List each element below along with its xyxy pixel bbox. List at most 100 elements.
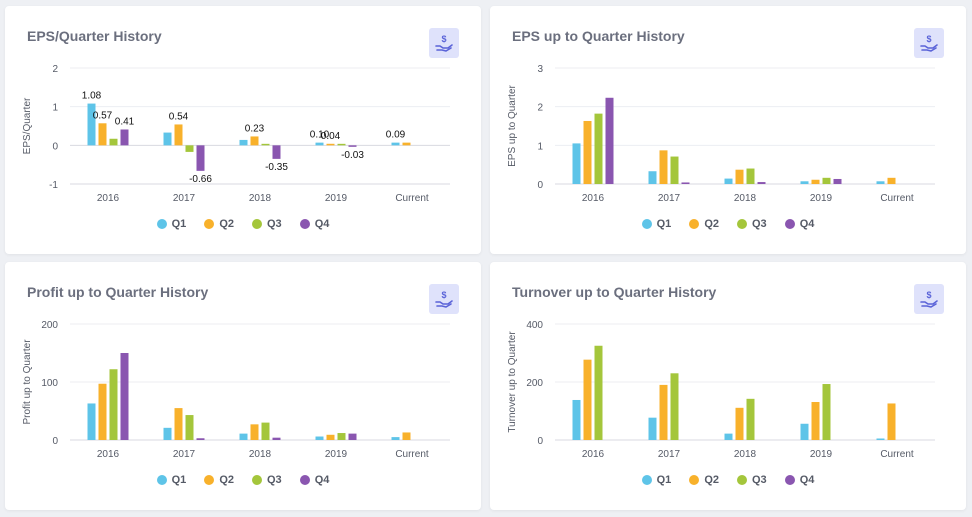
bar[interactable] (337, 433, 346, 440)
bar[interactable] (391, 437, 400, 440)
bar[interactable] (724, 178, 733, 184)
money-hand-icon[interactable]: $ (914, 284, 944, 314)
legend-item[interactable]: Q1 (156, 474, 186, 486)
bar[interactable] (109, 138, 118, 146)
legend-item[interactable]: Q1 (641, 218, 672, 230)
bar[interactable] (681, 182, 690, 184)
legend-item[interactable]: Q4 (299, 474, 329, 486)
bar[interactable] (163, 427, 172, 440)
bar[interactable] (326, 143, 335, 146)
bar[interactable] (402, 142, 411, 146)
bar[interactable] (822, 177, 831, 184)
y-tick-label: 2 (537, 103, 543, 114)
bar[interactable] (822, 384, 831, 440)
bar[interactable] (174, 408, 183, 440)
bar[interactable] (605, 97, 614, 184)
bar[interactable] (120, 353, 129, 440)
bar[interactable] (402, 432, 411, 440)
bar[interactable] (594, 345, 603, 440)
bar[interactable] (174, 124, 183, 146)
bar[interactable] (337, 143, 346, 146)
bar[interactable] (272, 145, 281, 159)
bar[interactable] (326, 434, 335, 440)
bar[interactable] (98, 383, 107, 440)
bar[interactable] (735, 407, 744, 440)
legend-item[interactable]: Q1 (156, 218, 186, 230)
bar[interactable] (876, 181, 885, 184)
bar[interactable] (594, 113, 603, 184)
bar[interactable] (315, 142, 324, 146)
bar[interactable] (648, 171, 657, 184)
bar[interactable] (583, 120, 592, 184)
bar[interactable] (572, 143, 581, 184)
bar[interactable] (98, 123, 107, 146)
bar[interactable] (757, 182, 766, 184)
bar[interactable] (887, 177, 896, 184)
legend-item[interactable]: Q3 (737, 218, 767, 230)
bar[interactable] (876, 438, 885, 441)
bar[interactable] (670, 156, 679, 184)
bar[interactable] (250, 424, 259, 440)
bar[interactable] (670, 373, 679, 440)
legend-item[interactable]: Q3 (252, 218, 282, 230)
money-hand-icon[interactable]: $ (914, 28, 944, 58)
legend-item[interactable]: Q2 (689, 218, 719, 230)
legend-item[interactable]: Q2 (689, 474, 719, 486)
chart-legend: Q1 Q2 Q3 Q4 (490, 218, 966, 230)
legend-item[interactable]: Q4 (784, 218, 814, 230)
bar[interactable] (735, 169, 744, 184)
bar[interactable] (811, 179, 820, 184)
legend-dot (252, 219, 262, 229)
bar[interactable] (724, 433, 733, 440)
bar[interactable] (348, 145, 357, 147)
bar[interactable] (196, 145, 205, 171)
bar[interactable] (391, 142, 400, 146)
card-title: EPS up to Quarter History (512, 28, 685, 44)
legend-item[interactable]: Q3 (737, 474, 767, 486)
bar[interactable] (659, 384, 668, 440)
bar[interactable] (185, 145, 194, 152)
money-hand-icon[interactable]: $ (429, 284, 459, 314)
bar[interactable] (87, 103, 96, 146)
legend-label: Q3 (752, 218, 767, 230)
bar[interactable] (120, 129, 129, 146)
bar[interactable] (833, 178, 842, 184)
data-label: -0.35 (265, 162, 288, 173)
legend-item[interactable]: Q3 (252, 474, 282, 486)
bar[interactable] (887, 403, 896, 440)
bar[interactable] (811, 402, 820, 440)
bar[interactable] (109, 369, 118, 440)
y-tick-label: 1 (537, 141, 543, 152)
legend-label: Q1 (656, 218, 672, 230)
bar[interactable] (315, 436, 324, 440)
bar[interactable] (239, 433, 248, 440)
x-tick-label: Current (395, 193, 429, 204)
legend-item[interactable]: Q4 (784, 474, 814, 486)
bar[interactable] (250, 136, 259, 146)
bar[interactable] (239, 139, 248, 146)
bar[interactable] (196, 438, 205, 440)
bar[interactable] (272, 437, 281, 440)
y-axis-label: Turnover up to Quarter (507, 331, 518, 433)
legend-item[interactable]: Q2 (204, 474, 234, 486)
bar[interactable] (659, 150, 668, 184)
x-tick-label: 2018 (249, 449, 272, 460)
bar[interactable] (800, 423, 809, 440)
bar[interactable] (648, 417, 657, 440)
bar[interactable] (185, 415, 194, 440)
bar[interactable] (87, 403, 96, 440)
bar[interactable] (583, 359, 592, 440)
money-hand-icon[interactable]: $ (429, 28, 459, 58)
bar[interactable] (163, 132, 172, 146)
bar[interactable] (572, 399, 581, 440)
bar[interactable] (348, 433, 357, 440)
bar[interactable] (746, 398, 755, 440)
bar[interactable] (261, 143, 270, 146)
legend-item[interactable]: Q1 (641, 474, 671, 486)
legend-dot (689, 219, 700, 229)
bar[interactable] (261, 422, 270, 440)
legend-item[interactable]: Q2 (204, 218, 234, 230)
legend-item[interactable]: Q4 (299, 218, 329, 230)
bar[interactable] (746, 168, 755, 184)
bar[interactable] (800, 181, 809, 184)
